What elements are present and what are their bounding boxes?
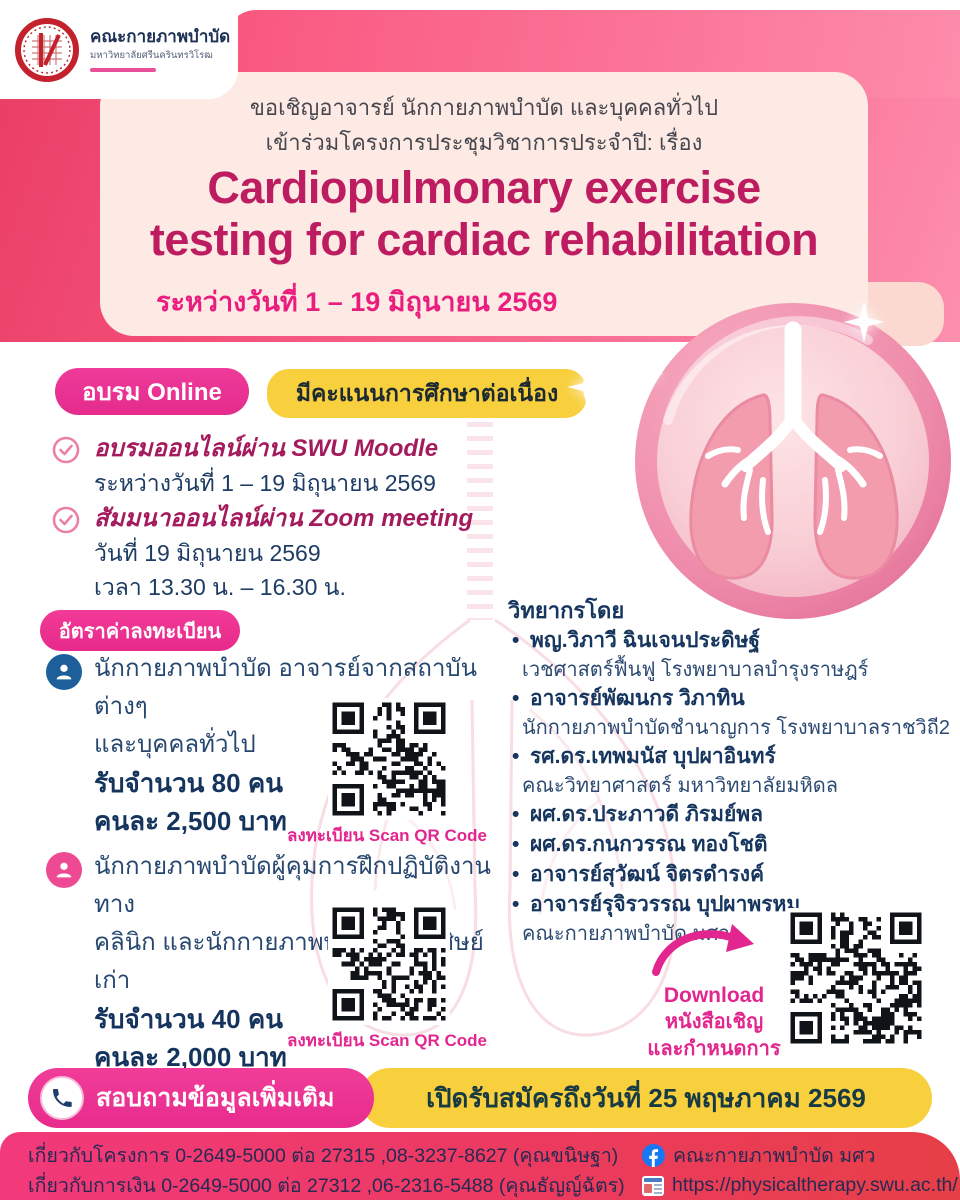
registration-fee: คนละ 2,500 บาท — [94, 806, 287, 836]
logo-card: คณะกายภาพบำบัด มหาวิทยาลัยศรีนครินทรวิโร… — [0, 0, 238, 99]
download-line3: และกำหนดการ — [647, 1038, 781, 1060]
contact-label: สอบถามข้อมูลเพิ่มเติม — [96, 1084, 335, 1112]
event-date-range: ระหว่างวันที่ 1 – 19 มิถุนายน 2569 — [156, 287, 558, 317]
footer-website-url: https://physicaltherapy.swu.ac.th/ — [672, 1174, 958, 1196]
speakers-header: วิทยากรโดย — [508, 598, 625, 623]
speaker-affiliation: คณะวิทยาศาสตร์ มหาวิทยาลัยมหิดล — [522, 775, 839, 797]
phone-icon — [40, 1076, 84, 1120]
schedule-item-moodle: อบรมออนไลน์ผ่าน SWU Moodle — [52, 432, 522, 466]
registration-desc: นักกายภาพบำบัด อาจารย์จากสถาบันต่างๆ — [94, 655, 478, 720]
footer-bar: เกี่ยวกับโครงการ 0-2649-5000 ต่อ 27315 ,… — [0, 1132, 960, 1200]
sparkle-icon-small — [640, 362, 664, 386]
website-icon — [642, 1175, 664, 1196]
lungs-illustration — [635, 303, 951, 619]
registration-desc: นักกายภาพบำบัดผู้คุมการฝึกปฏิบัติงานทาง — [94, 853, 491, 918]
schedule-detail: วันที่ 19 มิถุนายน 2569 — [94, 540, 321, 566]
invite-line-2: เข้าร่วมโครงการประชุมวิชาการประจำปี: เรื… — [265, 130, 703, 155]
logo-underline — [90, 68, 156, 73]
speakers-section: วิทยากรโดย พญ.วิภาวี ฉินเจนประดิษฐ์ เวชศ… — [508, 596, 956, 948]
person-icon — [46, 852, 82, 888]
sparkle-icon — [843, 301, 885, 343]
registration-desc: คลินิก และนักกายภาพบำบัดที่เป็นศิษย์เก่า — [94, 929, 484, 994]
cpe-badge: มีคะแนนการศึกษาต่อเนื่อง — [267, 369, 587, 418]
contact-pill: สอบถามข้อมูลเพิ่มเติม — [28, 1068, 374, 1128]
faculty-emblem-icon — [15, 17, 79, 82]
speaker-affiliation: เวชศาสตร์ฟื้นฟู โรงพยาบาลบำรุงราษฎร์ — [522, 659, 869, 681]
facebook-icon — [642, 1144, 665, 1167]
check-circle-icon — [52, 506, 80, 534]
registration-fee: คนละ 2,000 บาท — [94, 1042, 287, 1072]
schedule-title: อบรมออนไลน์ผ่าน SWU Moodle — [94, 435, 439, 462]
speaker-name: อาจารย์สุวัฒน์ จิตรดำรงค์ — [508, 860, 956, 890]
logo-university-name: มหาวิทยาลัยศรีนครินทรวิโรฒ — [90, 50, 213, 62]
footer-row-finance: เกี่ยวกับการเงิน 0-2649-5000 ต่อ 27312 ,… — [28, 1170, 958, 1200]
invitation-card: ขอเชิญอาจารย์ นักกายภาพบำบัด และบุคคลทั่… — [100, 72, 868, 336]
download-label: Download หนังสือเชิญ และกำหนดการ — [644, 982, 784, 1063]
schedule-list: อบรมออนไลน์ผ่าน SWU Moodle ระหว่างวันที่… — [52, 432, 522, 604]
qr-caption: ลงทะเบียน Scan QR Code — [286, 1031, 488, 1050]
speaker-name: ผศ.ดร.กนกวรรณ ทองโชติ — [508, 830, 956, 860]
person-icon — [46, 654, 82, 690]
speaker-name: พญ.วิภาวี ฉินเจนประดิษฐ์ — [508, 626, 956, 656]
invite-line-1: ขอเชิญอาจารย์ นักกายภาพบำบัด และบุคคลทั่… — [249, 95, 719, 120]
speaker-name: รศ.ดร.เทพมนัส บุปผาอินทร์ — [508, 742, 956, 772]
download-line1: Download — [663, 984, 765, 1007]
schedule-detail: เวลา 13.30 น. – 16.30 น. — [94, 574, 346, 600]
footer-row-project: เกี่ยวกับโครงการ 0-2649-5000 ต่อ 27315 ,… — [28, 1140, 875, 1171]
footer-finance-contact: เกี่ยวกับการเงิน 0-2649-5000 ต่อ 27312 ,… — [28, 1175, 625, 1197]
qr-caption: ลงทะเบียน Scan QR Code — [286, 826, 488, 845]
schedule-item-zoom: สัมมนาออนไลน์ผ่าน Zoom meeting — [52, 502, 522, 536]
event-title-line2: testing for cardiac rehabilitation — [149, 214, 819, 266]
check-circle-icon — [52, 436, 80, 464]
event-title: Cardiopulmonary exercise testing for car… — [100, 162, 868, 266]
badge-sparkle-icon — [567, 367, 607, 407]
speaker-name: ผศ.ดร.ประภาวดี ภิรมย์พล — [508, 800, 956, 830]
footer-project-contact: เกี่ยวกับโครงการ 0-2649-5000 ต่อ 27315 ,… — [28, 1145, 619, 1167]
registration-item-general: นักกายภาพบำบัด อาจารย์จากสถาบันต่างๆ และ… — [46, 650, 516, 840]
schedule-title: สัมมนาออนไลน์ผ่าน Zoom meeting — [94, 505, 474, 532]
qr-code-register-1 — [328, 698, 450, 820]
speaker-name: อาจารย์พัฒนกร วิภาทิน — [508, 684, 956, 714]
logo-faculty-name: คณะกายภาพบำบัด — [90, 26, 231, 46]
speaker-affiliation: นักกายภาพบำบัดชำนาญการ โรงพยาบาลราชวิถี2 — [522, 717, 951, 739]
qr-code-register-2 — [328, 903, 450, 1025]
registration-capacity: รับจำนวน 80 คน — [94, 768, 283, 798]
registration-desc: และบุคคลทั่วไป — [94, 731, 256, 758]
curved-arrow-icon — [652, 924, 754, 976]
schedule-detail: ระหว่างวันที่ 1 – 19 มิถุนายน 2569 — [94, 470, 436, 496]
footer-facebook-label: คณะกายภาพบำบัด มศว — [673, 1145, 876, 1167]
download-line2: หนังสือเชิญ — [664, 1011, 764, 1033]
registration-capacity: รับจำนวน 40 คน — [94, 1004, 283, 1034]
online-badge: อบรม Online — [55, 368, 249, 415]
event-title-line1: Cardiopulmonary exercise — [207, 162, 761, 213]
speaker-name: อาจารย์รุจิรวรรณ บุปผาพรหม — [508, 890, 956, 920]
deadline-pill: เปิดรับสมัครถึงวันที่ 25 พฤษภาคม 2569 — [360, 1068, 932, 1128]
registration-rate-badge: อัตราค่าลงทะเบียน — [40, 610, 240, 651]
qr-code-download — [786, 908, 926, 1048]
